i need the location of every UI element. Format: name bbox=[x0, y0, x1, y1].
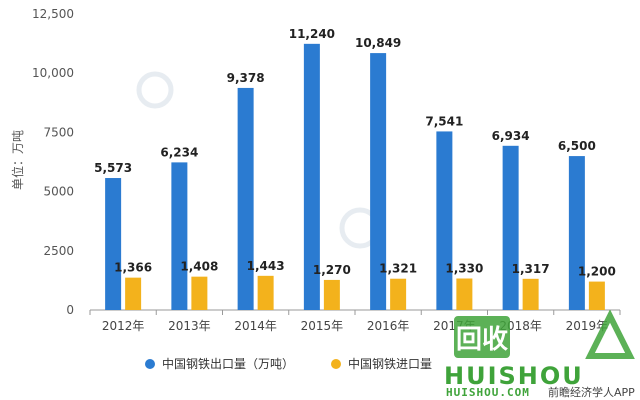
export-bar bbox=[171, 162, 188, 310]
y-tick-label: 0 bbox=[66, 303, 74, 317]
brand-logo-icon: 回收 bbox=[454, 310, 635, 359]
x-tick-label: 2014年 bbox=[234, 319, 277, 333]
export-data-label: 6,234 bbox=[160, 145, 198, 159]
x-tick-label: 2019年 bbox=[566, 319, 609, 333]
export-data-label: 11,240 bbox=[289, 27, 335, 41]
y-tick-label: 2500 bbox=[43, 244, 74, 258]
export-bar bbox=[237, 87, 254, 311]
import-data-label: 1,408 bbox=[180, 260, 218, 274]
import-bar bbox=[257, 275, 274, 310]
export-bar bbox=[502, 145, 519, 310]
legend-import-swatch bbox=[331, 359, 341, 369]
import-bar bbox=[323, 279, 340, 310]
export-bar bbox=[436, 131, 453, 310]
y-axis-label: 单位：万吨 bbox=[10, 130, 25, 190]
export-data-label: 5,573 bbox=[94, 161, 132, 175]
import-bar bbox=[125, 277, 142, 310]
legend-import-label: 中国钢铁进口量 bbox=[348, 356, 432, 371]
export-bar bbox=[105, 178, 122, 310]
y-tick-label: 12,500 bbox=[32, 7, 74, 21]
export-data-label: 6,500 bbox=[558, 139, 596, 153]
x-tick-label: 2015年 bbox=[301, 319, 344, 333]
brand-watermark: 回收 HUISHOU HUISHOU.COM 前瞻经济学人APP bbox=[440, 310, 640, 400]
bars: 5,573 1,366 6,234 1,408 9,378 1,443 11,240 1,27… bbox=[94, 27, 616, 311]
x-tick-label: 2013年 bbox=[168, 319, 211, 333]
import-bar bbox=[191, 276, 208, 310]
import-data-label: 1,443 bbox=[247, 259, 285, 273]
import-data-label: 1,366 bbox=[114, 261, 152, 275]
export-bar bbox=[370, 53, 387, 311]
brand-domain-text: HUISHOU.COM bbox=[446, 386, 530, 399]
export-data-label: 6,934 bbox=[492, 129, 530, 143]
import-bar bbox=[588, 281, 605, 310]
export-data-label: 10,849 bbox=[355, 36, 401, 50]
brand-logo-glyphs: 回收 bbox=[456, 325, 508, 355]
import-bar bbox=[522, 278, 539, 310]
legend-export-label: 中国钢铁出口量（万吨） bbox=[162, 356, 294, 371]
import-data-label: 1,317 bbox=[512, 262, 550, 276]
import-data-label: 1,270 bbox=[313, 263, 351, 277]
export-data-label: 7,541 bbox=[425, 114, 463, 128]
export-bar bbox=[568, 156, 585, 310]
brand-huishou-text: HUISHOU bbox=[444, 362, 584, 390]
import-bar bbox=[456, 278, 473, 310]
import-data-label: 1,321 bbox=[379, 262, 417, 276]
x-tick-label: 2016年 bbox=[367, 319, 410, 333]
export-data-label: 9,378 bbox=[227, 71, 265, 85]
x-tick-label: 2012年 bbox=[102, 319, 145, 333]
y-tick-label: 10,000 bbox=[32, 66, 74, 80]
import-data-label: 1,200 bbox=[578, 265, 616, 279]
legend-export-swatch bbox=[145, 359, 155, 369]
legend: 中国钢铁出口量（万吨） 中国钢铁进口量 bbox=[145, 356, 432, 371]
y-tick-label: 5000 bbox=[43, 185, 74, 199]
export-bar bbox=[303, 43, 320, 311]
y-axis-ticks: 0 2500 5000 7500 10,000 12,500 bbox=[32, 7, 74, 317]
import-bar bbox=[390, 278, 407, 310]
import-data-label: 1,330 bbox=[445, 262, 483, 276]
y-tick-label: 7500 bbox=[43, 125, 74, 139]
source-text: 前瞻经济学人APP bbox=[548, 386, 635, 399]
